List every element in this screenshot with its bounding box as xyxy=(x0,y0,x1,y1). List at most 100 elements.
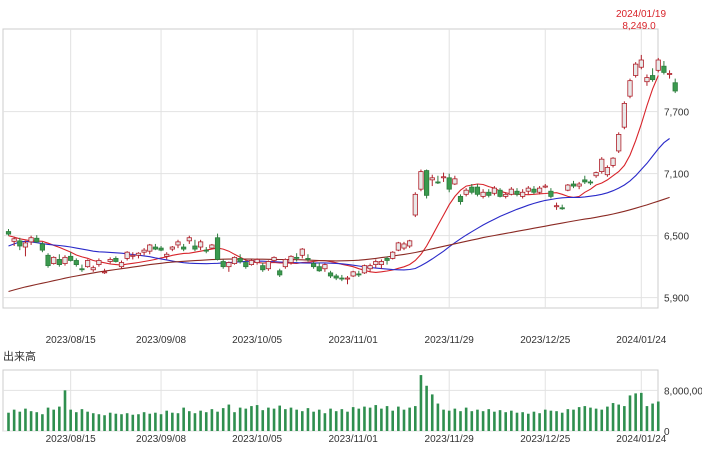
last-high-label: 8,249.0 xyxy=(622,21,656,32)
volume-bar xyxy=(278,405,281,431)
volume-bar xyxy=(165,410,168,431)
volume-bar xyxy=(538,413,541,431)
volume-x-tick-label: 2023/09/08 xyxy=(136,434,186,445)
volume-bar xyxy=(368,407,372,431)
candle-body xyxy=(378,261,385,265)
candle-body xyxy=(599,158,605,172)
volume-bar xyxy=(634,393,637,431)
volume-bar xyxy=(289,407,293,431)
candle-body xyxy=(486,191,492,196)
candle-body xyxy=(51,256,57,264)
volume-x-tick-label: 2023/12/25 xyxy=(520,434,570,445)
volume-bar xyxy=(284,409,287,431)
volume-bar xyxy=(504,412,507,431)
candle-body xyxy=(214,237,221,260)
candle-body xyxy=(169,246,175,250)
volume-bar xyxy=(176,413,180,431)
candle-body xyxy=(497,189,503,197)
candle-body xyxy=(118,262,125,268)
volume-y-tick-label: 0 xyxy=(664,427,670,438)
candle-body xyxy=(192,245,198,250)
candle-body xyxy=(288,255,294,263)
volume-bar xyxy=(498,410,502,431)
volume-bar xyxy=(363,406,366,431)
volume-bar xyxy=(103,415,106,431)
candle-body xyxy=(248,260,255,266)
candle-body xyxy=(367,265,373,270)
volume-bar xyxy=(527,413,530,431)
candle-body xyxy=(141,249,147,253)
candle-body xyxy=(469,186,475,193)
candle-body xyxy=(113,257,119,262)
candle-body xyxy=(604,167,611,176)
candle-body xyxy=(463,189,469,195)
candle-body xyxy=(666,73,673,75)
candle-body xyxy=(243,262,249,268)
candle-body xyxy=(226,262,232,268)
volume-bar xyxy=(233,412,236,431)
volume-bar xyxy=(419,375,423,431)
price-y-tick-label: 5,900 xyxy=(664,294,689,305)
volume-bar xyxy=(617,404,620,431)
candle-body xyxy=(559,207,565,210)
price-x-tick-labels: 2023/08/15 2023/09/08 2023/10/05 2023/11/01… xyxy=(46,335,667,346)
price-x-tick-label: 2023/10/05 xyxy=(232,335,282,346)
candlesticks xyxy=(5,54,678,285)
volume-bar xyxy=(267,407,270,431)
volume-bar xyxy=(210,409,214,431)
volume-bar xyxy=(385,406,389,431)
candle-body xyxy=(344,277,351,280)
candle-body xyxy=(28,237,34,243)
candle-body xyxy=(423,170,430,196)
volume-bar xyxy=(52,409,55,431)
candle-body xyxy=(79,268,85,271)
volume-bar xyxy=(560,412,564,431)
candle-body xyxy=(650,75,656,81)
volume-y-tick-labels: 0 8,000,00 xyxy=(664,386,702,438)
volume-bar xyxy=(41,414,44,431)
moving-average-line-2 xyxy=(8,196,670,293)
volume-bar xyxy=(623,406,626,431)
volume-bar xyxy=(120,414,123,431)
candle-body xyxy=(181,246,187,250)
volume-x-tick-label: 2023/10/05 xyxy=(232,434,282,445)
volume-bar xyxy=(7,412,10,431)
volume-bar xyxy=(250,406,253,431)
candle-body xyxy=(514,190,520,195)
candle-body xyxy=(655,59,661,71)
volume-bar xyxy=(46,407,50,431)
volume-bar xyxy=(306,408,310,431)
volume-bar xyxy=(493,411,496,431)
volume-bar xyxy=(301,411,304,431)
volume-bar xyxy=(142,412,146,431)
volume-bar xyxy=(69,409,72,431)
candle-body xyxy=(350,271,356,277)
candle-body xyxy=(17,240,23,247)
volume-bar xyxy=(12,409,16,431)
candle-body xyxy=(124,251,130,259)
volume-bar xyxy=(216,411,219,431)
price-grid xyxy=(3,29,658,308)
candle-body xyxy=(322,264,328,270)
volume-bar xyxy=(577,407,581,431)
volume-bar xyxy=(487,409,491,431)
candle-body xyxy=(553,205,560,208)
moving-average-line-1 xyxy=(8,138,670,271)
candle-body xyxy=(508,188,514,195)
candle-body xyxy=(294,256,300,259)
volume-bar xyxy=(255,405,259,431)
candle-body xyxy=(548,190,554,197)
candle-body xyxy=(503,193,509,197)
volume-bar xyxy=(199,410,202,431)
candle-body xyxy=(310,263,317,268)
candle-body xyxy=(327,272,334,277)
candle-body xyxy=(373,261,379,265)
volume-bar xyxy=(148,413,152,431)
candle-body xyxy=(390,251,396,259)
volume-bar xyxy=(58,406,61,431)
volume-bar xyxy=(272,408,276,431)
volume-bar xyxy=(656,401,660,431)
volume-bar xyxy=(188,411,191,431)
candle-body xyxy=(457,195,464,202)
